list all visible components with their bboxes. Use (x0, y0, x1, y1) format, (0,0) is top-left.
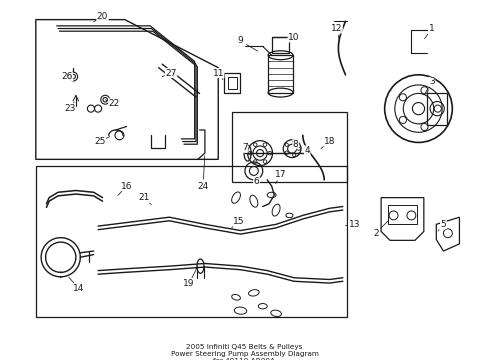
Text: 5: 5 (440, 220, 446, 229)
Text: 11: 11 (212, 68, 224, 77)
Text: 6: 6 (253, 177, 259, 186)
Text: 23: 23 (64, 104, 75, 113)
Text: 27: 27 (165, 68, 176, 77)
Bar (227, 77, 237, 89)
Bar (427, 93, 446, 125)
Text: 16: 16 (121, 181, 132, 190)
Bar (387, 205, 416, 224)
Bar (271, 37, 289, 53)
Text: 26: 26 (61, 72, 73, 81)
Text: 20: 20 (97, 13, 108, 22)
Text: 21: 21 (139, 193, 150, 202)
Text: 14: 14 (73, 284, 84, 293)
Text: 15: 15 (232, 217, 244, 226)
Text: 24: 24 (197, 181, 208, 190)
Text: 13: 13 (348, 220, 360, 229)
Text: 22: 22 (108, 99, 120, 108)
Text: 17: 17 (274, 170, 285, 179)
Bar (231, 112, 346, 181)
Text: 12: 12 (330, 24, 342, 33)
Bar (267, 55, 292, 93)
Text: 2: 2 (372, 229, 378, 238)
Text: 4: 4 (304, 146, 309, 155)
Text: 25: 25 (94, 137, 105, 146)
Text: 7: 7 (242, 143, 247, 152)
Text: 18: 18 (323, 137, 335, 146)
Text: 19: 19 (183, 279, 194, 288)
Bar (36, 166, 346, 317)
Text: 8: 8 (292, 140, 298, 149)
Text: 1: 1 (428, 24, 434, 33)
Text: 10: 10 (287, 33, 299, 42)
Text: 9: 9 (237, 36, 243, 45)
Text: 3: 3 (428, 77, 434, 86)
Bar (224, 73, 240, 93)
Text: 2005 Infiniti Q45 Belts & Pulleys
Power Steering Pump Assembly Diagram
for 49110: 2005 Infiniti Q45 Belts & Pulleys Power … (170, 343, 318, 360)
